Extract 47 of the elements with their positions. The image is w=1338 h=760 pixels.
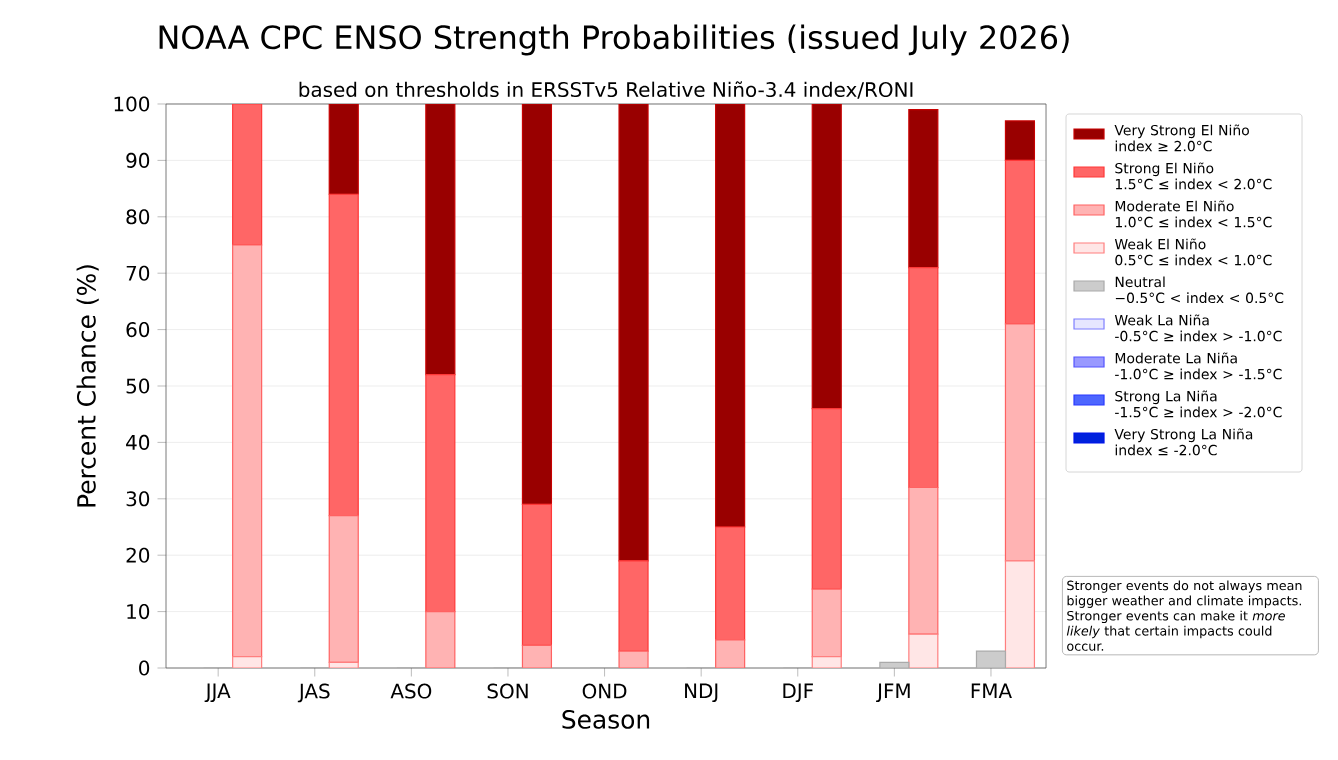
y-tick-label: 30: [126, 491, 150, 507]
bar: [1004, 323, 1036, 562]
bar: [1004, 120, 1036, 161]
bar: [521, 103, 553, 506]
bar: [425, 611, 456, 668]
bar: [521, 503, 553, 647]
y-tick-label: 70: [126, 265, 150, 281]
x-tick-label: OND: [582, 683, 627, 699]
bar: [908, 266, 939, 489]
y-tick-label: 50: [126, 378, 150, 394]
y-tick-label: 80: [126, 209, 150, 225]
x-tick-label: NDJ: [685, 683, 718, 703]
y-tick-label: 60: [126, 322, 150, 338]
x-tick-label: FMA: [971, 683, 1012, 699]
y-tick-label: 90: [126, 152, 150, 168]
x-tick-label: JAS: [297, 683, 330, 703]
x-tick-label: DJF: [783, 683, 813, 703]
x-axis-title: Season: [562, 709, 650, 729]
bar: [1004, 560, 1036, 668]
x-tick-label: JJA: [204, 683, 231, 703]
bar: [908, 486, 939, 635]
bar: [425, 374, 456, 613]
x-tick-label: ASO: [390, 683, 432, 699]
y-tick-label: 0: [139, 660, 150, 676]
y-tick-label: 10: [127, 604, 150, 620]
bar: [715, 639, 746, 668]
bar: [328, 103, 359, 195]
bar: [811, 407, 842, 590]
x-tick-label: SON: [487, 683, 528, 699]
bar: [425, 103, 456, 376]
bar: [908, 109, 939, 269]
bar: [522, 645, 552, 668]
bar: [715, 526, 746, 641]
y-tick-label: 40: [126, 434, 150, 450]
bar: [811, 103, 842, 410]
bar: [811, 588, 842, 658]
bar: [618, 560, 649, 652]
x-tick-label: JFM: [876, 683, 910, 703]
y-tick-label: 20: [126, 547, 150, 563]
y-axis-title: Percent Chance (%): [76, 265, 99, 507]
chart-title: NOAA CPC ENSO Strength Probabilities (issued July 2026): [159, 24, 1069, 56]
bar: [232, 244, 263, 658]
chart-subtitle: based on thresholds in ERSSTv5 Relative Niño-3.4 index/RONI: [299, 81, 913, 99]
y-tick-label: 100: [114, 96, 150, 112]
bar: [328, 515, 359, 663]
bar: [618, 103, 649, 562]
bar: [715, 103, 746, 528]
